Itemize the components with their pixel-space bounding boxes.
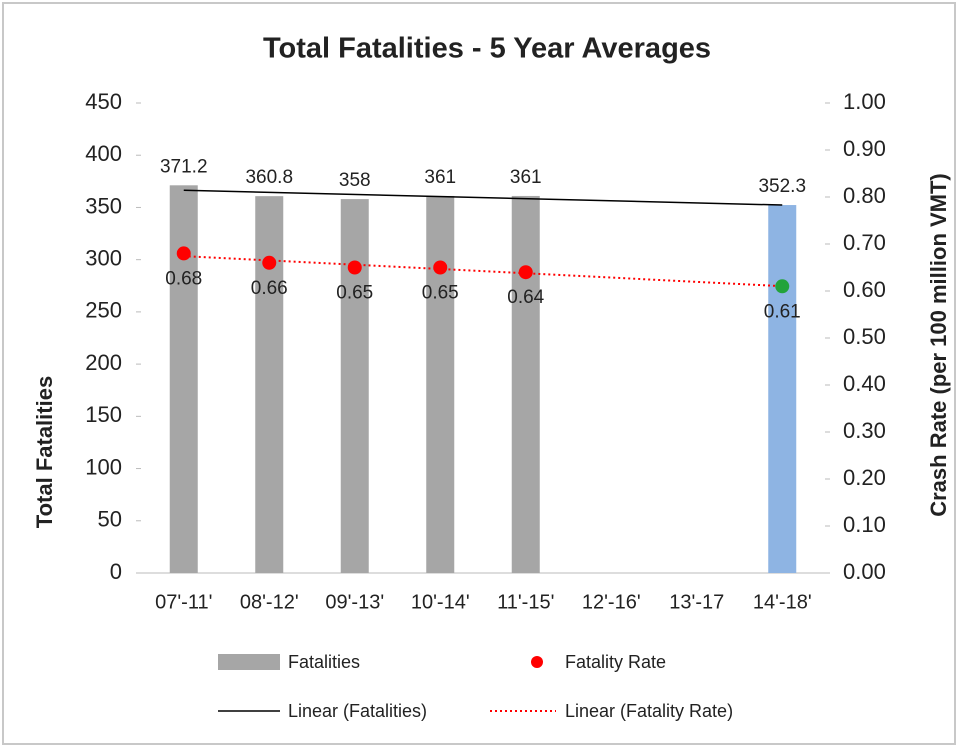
legend-label: Linear (Fatalities)	[288, 701, 427, 721]
data-label: 0.66	[251, 278, 288, 299]
point	[262, 255, 277, 270]
y-tick-label: 400	[85, 141, 122, 166]
y2-tick-label: 0.20	[843, 465, 886, 490]
x-tick-label: 09'-13'	[325, 591, 384, 613]
x-tick-label: 12'-16'	[582, 591, 641, 613]
x-tick-label: 10'-14'	[411, 591, 470, 613]
y-tick-label: 250	[85, 298, 122, 323]
point	[518, 265, 533, 280]
bar	[768, 205, 797, 573]
data-label: 361	[424, 167, 456, 188]
x-tick-label: 11'-15'	[497, 591, 554, 613]
y2-tick-label: 0.80	[843, 183, 886, 208]
y2-tick-label: 0.90	[843, 136, 886, 161]
point	[433, 260, 448, 275]
y2-tick-label: 0.00	[843, 559, 886, 584]
data-label: 0.65	[422, 283, 459, 304]
bar	[255, 196, 284, 574]
y-tick-label: 350	[85, 193, 122, 218]
y-tick-label: 150	[85, 402, 122, 427]
x-tick-label: 08'-12'	[240, 591, 299, 613]
point	[347, 260, 362, 275]
data-label: 0.64	[507, 287, 544, 308]
data-label: 352.3	[758, 176, 806, 197]
data-label: 360.8	[245, 167, 293, 188]
legend-label: Fatality Rate	[565, 652, 666, 672]
y-tick-label: 200	[85, 350, 122, 375]
trendline	[183, 189, 783, 206]
data-label: 0.65	[336, 283, 373, 304]
bar	[511, 195, 540, 573]
bar	[426, 195, 455, 573]
y2-tick-label: 1.00	[843, 89, 886, 114]
y2-tick-label: 0.50	[843, 324, 886, 349]
y-axis-label: Total Fatalities	[32, 376, 57, 528]
data-label: 361	[510, 167, 542, 188]
data-label: 371.2	[160, 156, 208, 177]
x-tick-label: 14'-18'	[753, 591, 812, 613]
bar	[340, 199, 369, 574]
x-tick-label: 07'-11'	[155, 591, 212, 613]
y-tick-label: 300	[85, 245, 122, 270]
y2-tick-label: 0.70	[843, 230, 886, 255]
y2-tick-label: 0.60	[843, 277, 886, 302]
y-tick-label: 0	[110, 559, 122, 584]
legend-swatch	[218, 654, 280, 670]
y2-axis-label: Crash Rate (per 100 million VMT)	[926, 173, 951, 517]
y-tick-label: 100	[85, 454, 122, 479]
y-tick-label: 50	[98, 507, 122, 532]
legend-swatch	[531, 656, 543, 668]
legend-label: Fatalities	[288, 652, 360, 672]
data-label: 0.68	[165, 268, 202, 289]
bar	[169, 185, 198, 573]
legend-label: Linear (Fatality Rate)	[565, 701, 733, 721]
data-label: 358	[339, 170, 371, 191]
point	[176, 246, 191, 261]
chart-title: Total Fatalities - 5 Year Averages	[263, 33, 711, 65]
y-tick-label: 450	[85, 89, 122, 114]
y2-tick-label: 0.10	[843, 512, 886, 537]
x-tick-label: 13'-17	[669, 591, 724, 613]
point	[775, 279, 790, 294]
data-label: 0.61	[764, 301, 801, 322]
y2-tick-label: 0.40	[843, 371, 886, 396]
y2-tick-label: 0.30	[843, 418, 886, 443]
